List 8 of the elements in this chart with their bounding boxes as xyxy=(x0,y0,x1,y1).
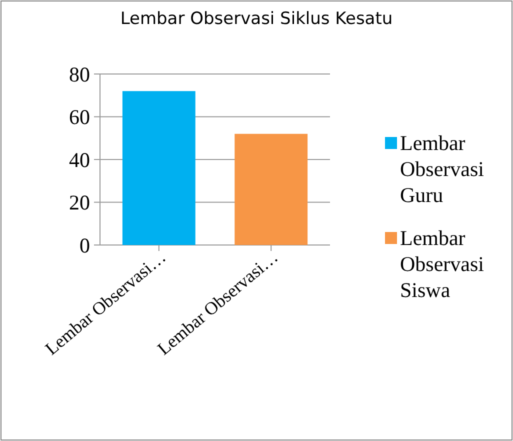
y-tick-label: 20 xyxy=(69,190,90,215)
legend-label: Lembar Observasi Guru xyxy=(400,131,484,207)
y-tick-label: 80 xyxy=(69,62,90,86)
legend-label: Lembar Observasi Siswa xyxy=(400,226,484,302)
chart-title: Lembar Observasi Siklus Kesatu xyxy=(120,9,393,29)
y-tick-label: 0 xyxy=(80,233,90,258)
y-tick-label: 60 xyxy=(69,105,90,130)
y-tick-label: 40 xyxy=(69,148,90,172)
